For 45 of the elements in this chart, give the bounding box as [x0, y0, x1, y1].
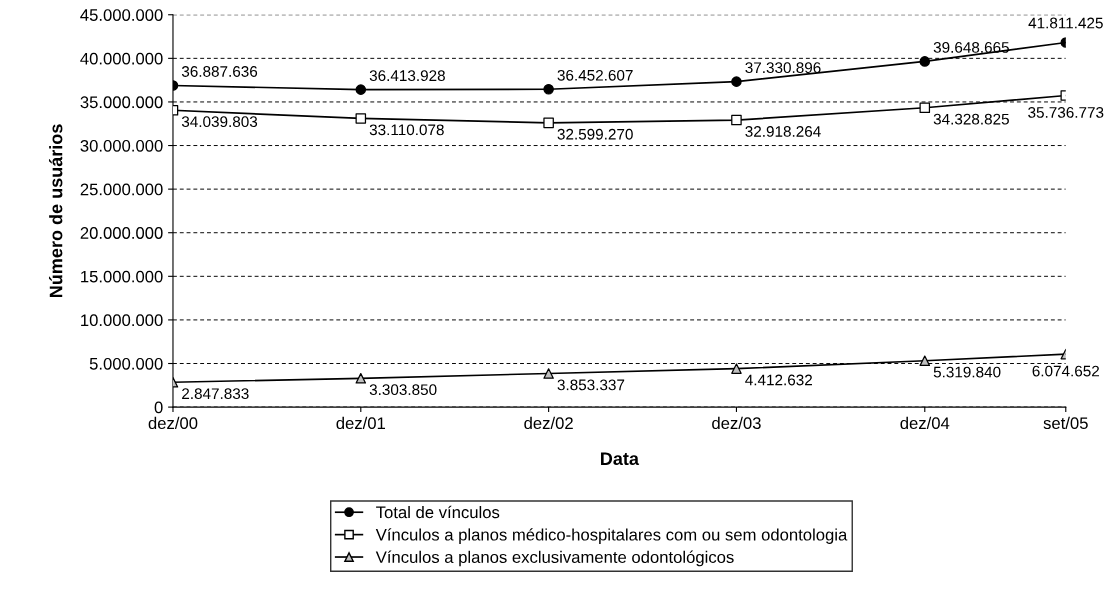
- point: [731, 114, 742, 126]
- x-tick-label: dez/03: [712, 416, 761, 430]
- data-label: 33.110.078: [369, 124, 444, 136]
- data-label: 36.452.607: [557, 69, 633, 81]
- point: [543, 368, 554, 379]
- point: [355, 113, 367, 124]
- y-tick-label: 30.000.000: [80, 139, 163, 152]
- data-label: 3.853.337: [557, 379, 625, 391]
- y-tick-label: 40.000.000: [80, 52, 163, 65]
- data-label: 4.412.632: [745, 374, 812, 386]
- y-tick-label: 15.000.000: [81, 270, 163, 283]
- x-tick-label: dez/04: [900, 416, 950, 430]
- data-label: 36.887.636: [181, 66, 258, 77]
- y-axis-title: Número de usuários: [48, 124, 63, 297]
- legend-label: Vínculos a planos médico-hospitalares com ou sem odontologia: [375, 528, 848, 544]
- y-tick-label: 10.000.000: [81, 314, 163, 327]
- data-label: 39.648.665: [933, 42, 1009, 53]
- x-tick-label: dez/02: [524, 416, 573, 430]
- data-label: 2.847.833: [182, 388, 249, 400]
- data-label: 35.736.773: [1028, 107, 1104, 118]
- y-tick-label: 35.000.000: [80, 96, 163, 109]
- data-label: 6.074.652: [1032, 365, 1099, 377]
- data-label: 41.811.425: [1028, 17, 1103, 29]
- x-tick-label: dez/01: [336, 416, 386, 430]
- x-tick-label: set/05: [1043, 416, 1088, 430]
- legend-label: Vínculos a planos exclusivamente odontológicos: [375, 550, 734, 567]
- point: [355, 373, 367, 384]
- y-tick-label: 25.000.000: [80, 183, 163, 196]
- point: [731, 363, 742, 374]
- data-label: 34.328.825: [933, 113, 1009, 125]
- y-tick-label: 0: [154, 401, 163, 414]
- y-tick-label: 20.000.000: [80, 227, 163, 239]
- y-tick-label: 45.000.000: [80, 9, 163, 21]
- data-label: 3.303.850: [369, 384, 437, 396]
- y-tick-label: 5.000.000: [89, 357, 163, 370]
- point: [543, 117, 554, 129]
- data-label: 5.319.840: [933, 366, 1001, 378]
- x-tick-label: dez/00: [148, 416, 198, 430]
- data-label: 32.599.270: [557, 128, 633, 140]
- data-label: 36.413.928: [369, 70, 445, 82]
- legend-label: Total de vínculos: [376, 505, 500, 519]
- data-label: 32.918.264: [745, 126, 821, 137]
- x-axis-title: Data: [601, 452, 640, 466]
- data-label: 37.330.896: [745, 62, 821, 74]
- data-label: 34.039.803: [181, 116, 258, 128]
